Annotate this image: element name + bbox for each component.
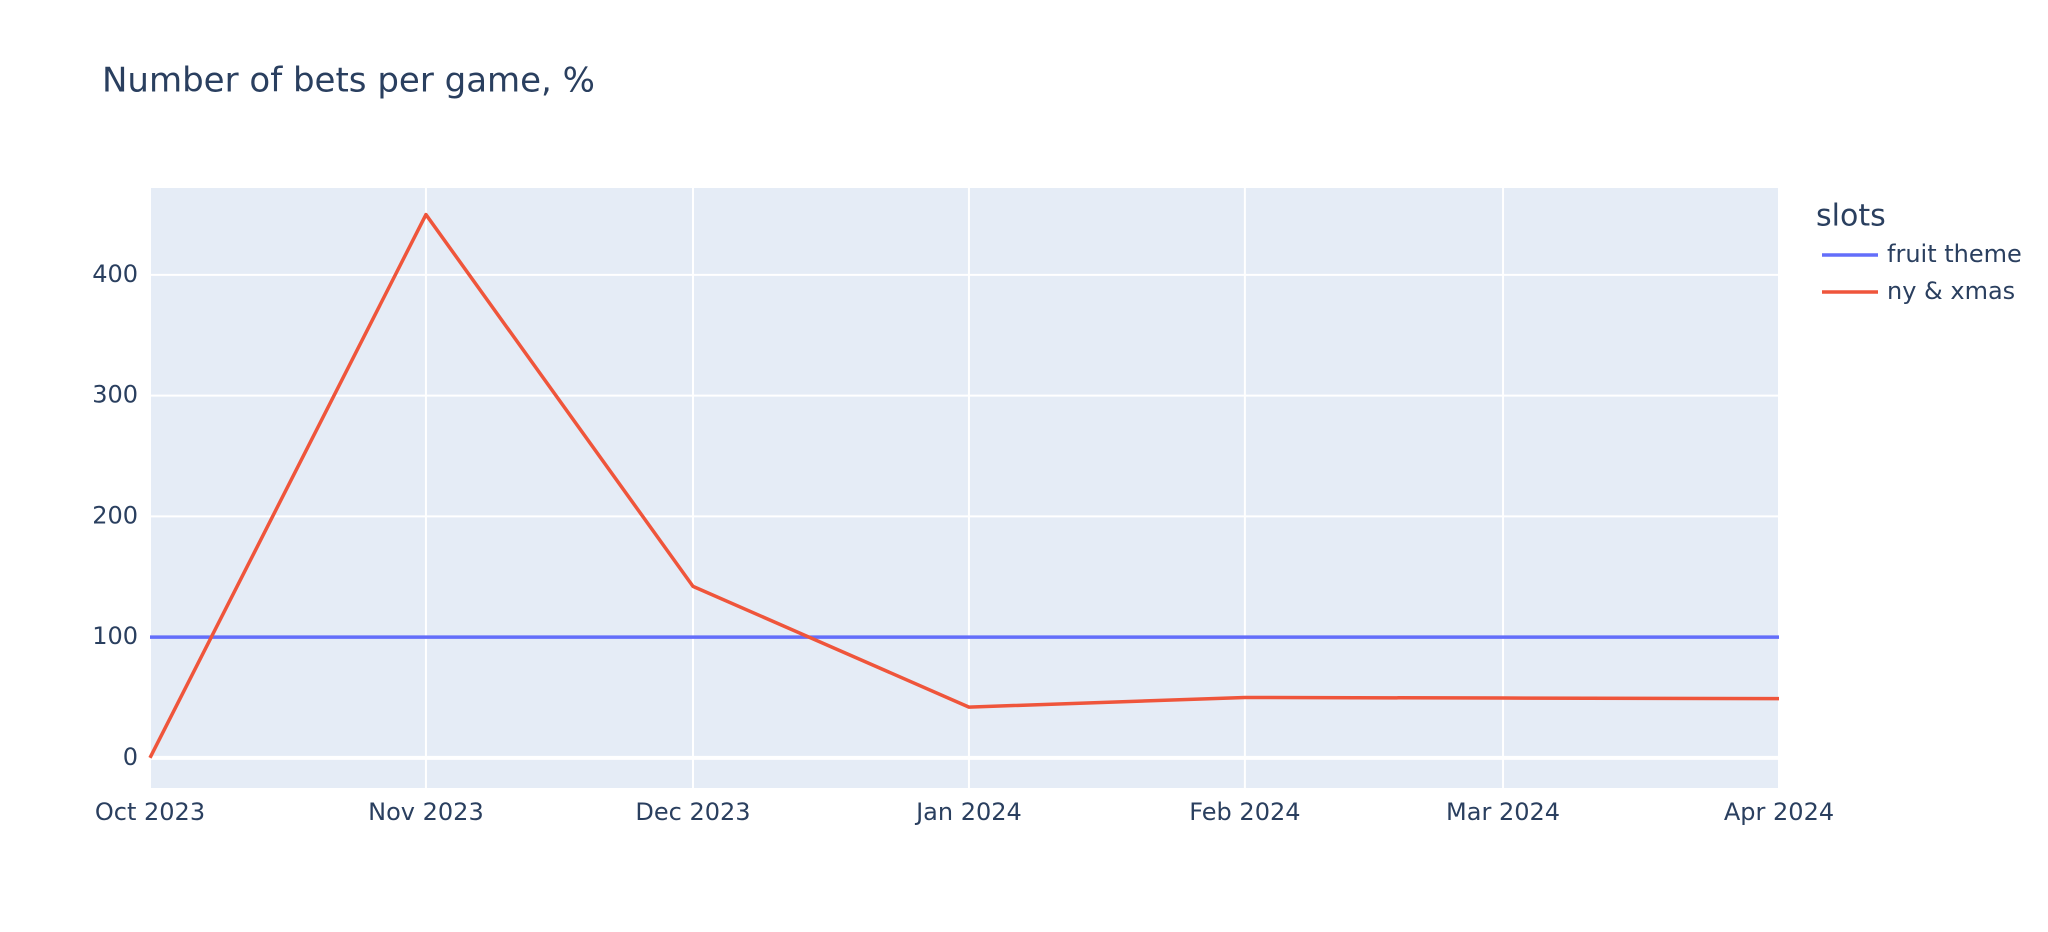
x-tick-label: Jan 2024: [914, 798, 1022, 826]
y-tick-label: 0: [123, 743, 138, 771]
series-line: [148, 212, 1780, 759]
x-tick-label: Apr 2024: [1724, 798, 1834, 826]
x-tick-label: Feb 2024: [1189, 798, 1300, 826]
x-tick-label: Dec 2023: [635, 798, 750, 826]
legend-label: ny & xmas: [1887, 277, 2015, 305]
x-tick-label: Mar 2024: [1446, 798, 1560, 826]
plot-area: [150, 188, 1779, 788]
legend-title: slots: [1816, 199, 1886, 234]
y-tick-label: 400: [92, 260, 138, 288]
x-tick-label: Nov 2023: [368, 798, 484, 826]
y-tick-label: 100: [92, 622, 138, 650]
chart-title: Number of bets per game, %: [102, 61, 595, 101]
x-tick-label: Oct 2023: [95, 798, 205, 826]
legend-label: fruit theme: [1887, 240, 2022, 268]
y-tick-label: 200: [92, 501, 138, 529]
y-tick-label: 300: [92, 381, 138, 409]
